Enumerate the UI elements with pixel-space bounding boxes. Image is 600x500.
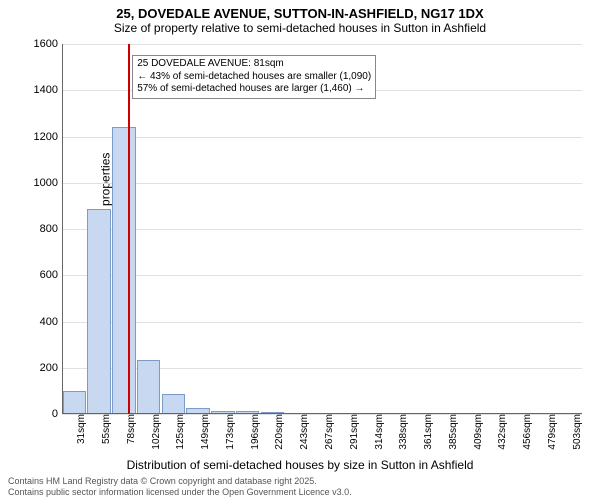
x-tick-label: 78sqm: [126, 414, 137, 444]
x-tick-label: 479sqm: [547, 414, 558, 450]
x-tick-label: 503sqm: [572, 414, 583, 450]
x-tick-label: 31sqm: [76, 414, 87, 444]
x-tick-label: 149sqm: [200, 414, 211, 450]
plot-area: 0200400600800100012001400160031sqm55sqm7…: [62, 44, 582, 414]
y-tick-label: 400: [40, 316, 62, 328]
gridline: [62, 229, 582, 230]
y-tick-label: 0: [52, 408, 62, 420]
bar: [63, 391, 87, 414]
bar: [162, 394, 186, 414]
x-tick-label: 55sqm: [101, 414, 112, 444]
gridline: [62, 44, 582, 45]
x-axis-line: [62, 413, 582, 414]
annotation-box: 25 DOVEDALE AVENUE: 81sqm← 43% of semi-d…: [132, 55, 376, 99]
x-tick-label: 196sqm: [250, 414, 261, 450]
footer-line: Contains public sector information licen…: [8, 487, 352, 498]
x-tick-label: 432sqm: [497, 414, 508, 450]
x-tick-label: 361sqm: [423, 414, 434, 450]
gridline: [62, 137, 582, 138]
annotation-line: ← 43% of semi-detached houses are smalle…: [137, 71, 371, 84]
x-tick-label: 267sqm: [324, 414, 335, 450]
x-tick-label: 125sqm: [175, 414, 186, 450]
chart-title: 25, DOVEDALE AVENUE, SUTTON-IN-ASHFIELD,…: [0, 0, 600, 21]
bar: [112, 127, 136, 414]
x-tick-label: 220sqm: [274, 414, 285, 450]
footer-attribution: Contains HM Land Registry data © Crown c…: [8, 476, 352, 498]
y-tick-label: 1200: [34, 131, 62, 143]
chart-container: 25, DOVEDALE AVENUE, SUTTON-IN-ASHFIELD,…: [0, 0, 600, 500]
x-axis-label: Distribution of semi-detached houses by …: [0, 458, 600, 472]
gridline: [62, 322, 582, 323]
y-tick-label: 800: [40, 223, 62, 235]
annotation-line: 25 DOVEDALE AVENUE: 81sqm: [137, 58, 371, 71]
footer-line: Contains HM Land Registry data © Crown c…: [8, 476, 352, 487]
y-tick-label: 600: [40, 269, 62, 281]
x-tick-label: 173sqm: [225, 414, 236, 450]
bar: [87, 209, 111, 414]
x-tick-label: 314sqm: [374, 414, 385, 450]
annotation-line: 57% of semi-detached houses are larger (…: [137, 83, 371, 96]
y-tick-label: 1600: [34, 38, 62, 50]
x-tick-label: 102sqm: [151, 414, 162, 450]
x-tick-label: 243sqm: [299, 414, 310, 450]
x-tick-label: 291sqm: [349, 414, 360, 450]
property-marker-line: [128, 44, 130, 414]
chart-subtitle: Size of property relative to semi-detach…: [0, 21, 600, 39]
gridline: [62, 275, 582, 276]
x-tick-label: 338sqm: [398, 414, 409, 450]
y-tick-label: 200: [40, 362, 62, 374]
x-tick-label: 385sqm: [448, 414, 459, 450]
gridline: [62, 183, 582, 184]
x-tick-label: 456sqm: [522, 414, 533, 450]
x-tick-label: 409sqm: [473, 414, 484, 450]
y-tick-label: 1000: [34, 177, 62, 189]
y-tick-label: 1400: [34, 84, 62, 96]
y-axis-line: [62, 44, 63, 414]
bar: [137, 360, 161, 414]
